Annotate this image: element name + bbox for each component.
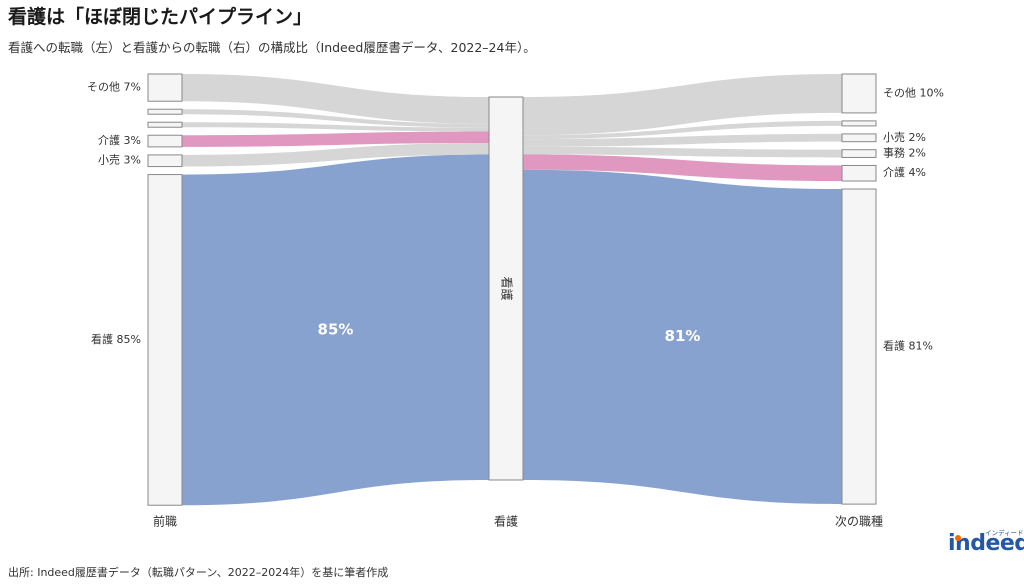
logo-dot [955,535,961,541]
right-node-label: その他 10% [883,86,944,99]
column-label: 次の職種 [835,515,883,529]
left-node-unlabeled-1 [147,108,183,115]
source-note: 出所: Indeed履歴書データ（転職パターン、2022–2024年）を基に筆者… [8,566,389,579]
flow-label-right: 81% [665,327,701,345]
flow-in-unlabeled-1 [182,109,489,128]
flow-out-介護 [523,154,842,182]
flow-in-その他 [182,74,489,124]
right-node-事務 [841,149,877,158]
left-node-label: 介護 3% [98,133,141,147]
column-label: 前職 [153,514,177,529]
logo-wordmark: indeed [948,531,1024,556]
column-label: 看護 [494,514,518,529]
left-node-unlabeled-2 [147,121,183,128]
center-node [488,96,524,481]
left-node-label: 小売 3% [98,154,141,167]
right-node-介護 [841,164,877,182]
flow-out-その他 [523,74,842,136]
left-node-介護 [147,134,183,148]
left-node-小売 [147,154,183,168]
left-node-label: 看護 85% [91,332,141,346]
right-node-label: 看護 81% [883,339,933,353]
flow-out-unlabeled-1 [523,120,842,140]
right-node-label: 事務 2% [883,146,926,160]
indeed-logo: インディード indeed [946,527,1024,559]
right-node-label: 小売 2% [883,131,926,144]
left-node-看護 [147,174,183,506]
chart-subtitle: 看護への転職（左）と看護からの転職（右）の構成比（Indeed履歴書データ、20… [8,40,536,55]
left-node-その他 [147,73,183,102]
flow-in-小売 [182,142,489,167]
left-node-label: その他 7% [87,81,141,94]
logo-kana: インディード [985,529,1024,537]
flow-in-介護 [182,131,489,147]
right-node-看護 [841,188,877,505]
flow-label-left: 85% [318,320,354,338]
flow-out-事務 [523,146,842,158]
center-node-label: 看護 [500,276,515,300]
flow-out-小売 [523,133,842,147]
right-node-小売 [841,133,877,143]
right-node-unlabeled-1 [841,120,877,127]
flow-in-看護 [182,154,489,506]
right-node-その他 [841,73,877,114]
right-node-label: 介護 4% [883,165,926,179]
chart-title: 看護は「ほぼ閉じたパイプライン」 [8,6,313,28]
flow-out-看護 [523,169,842,505]
flow-in-unlabeled-2 [182,122,489,132]
